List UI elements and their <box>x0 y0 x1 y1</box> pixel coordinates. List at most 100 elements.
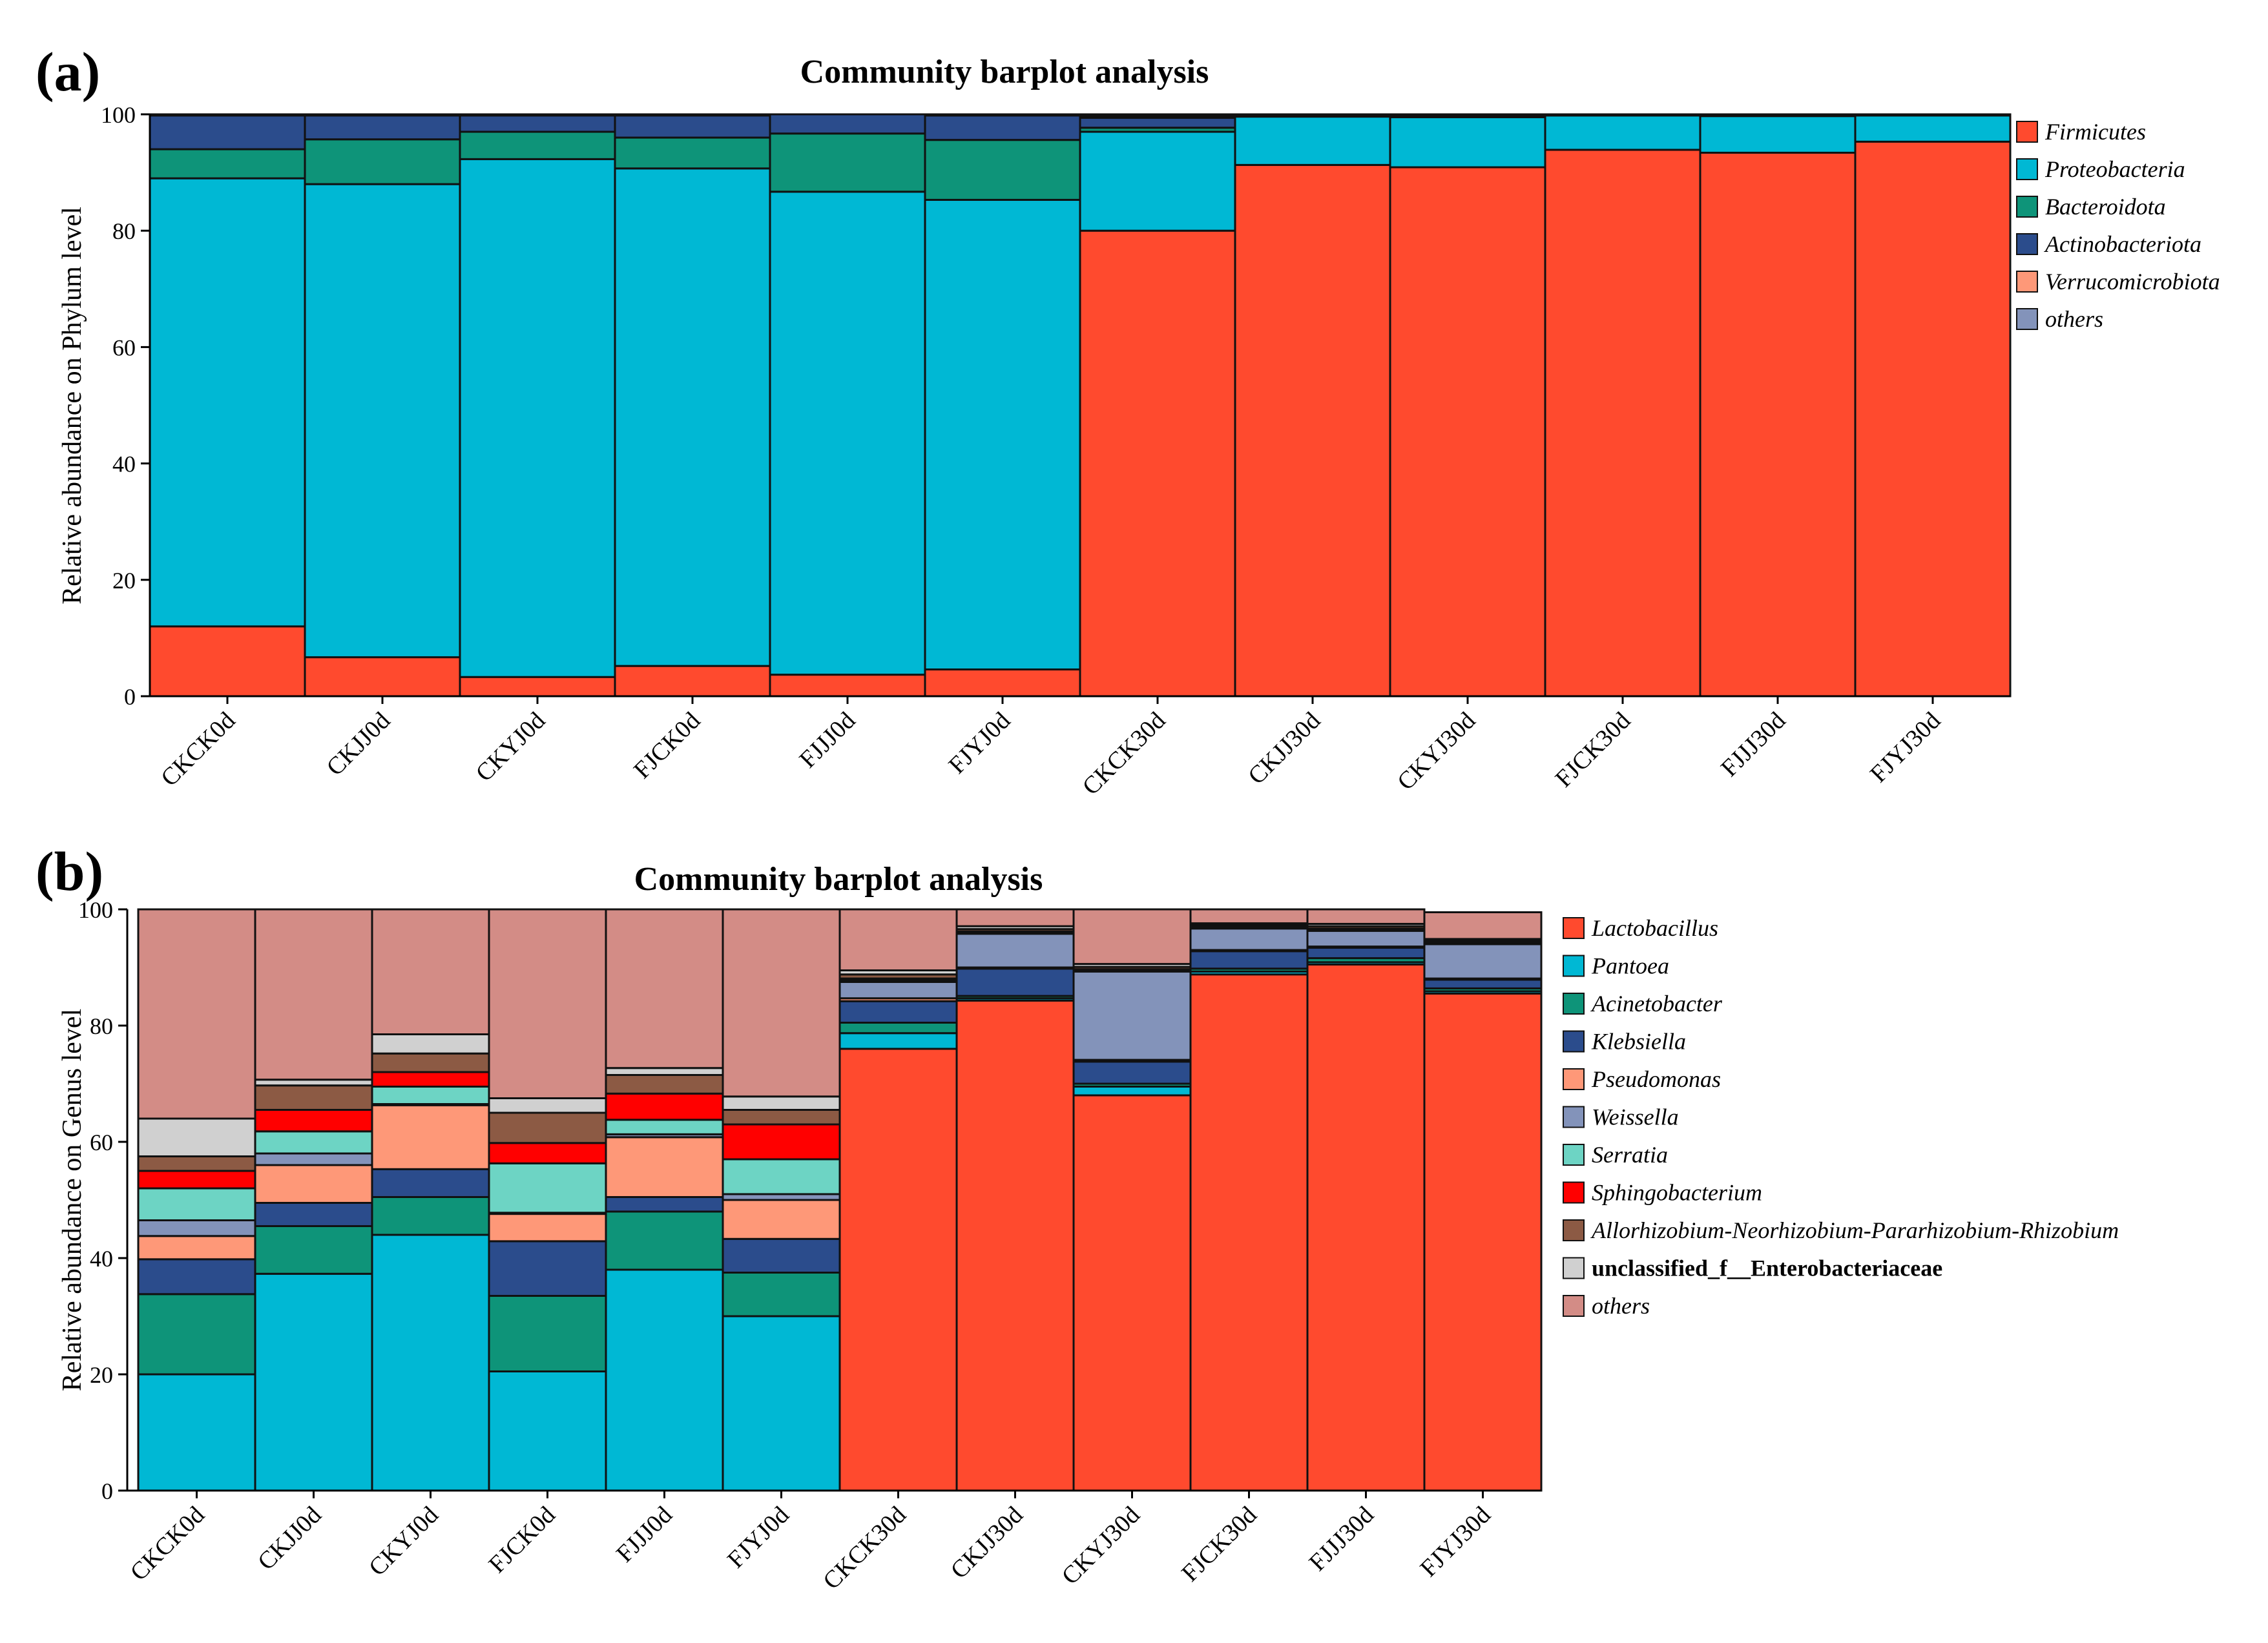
panel-b-bar-segment <box>488 1111 607 1144</box>
panel-a-legend-item[interactable]: Verrucomicrobiota <box>2016 269 2220 294</box>
panel-a-bar-segment <box>769 674 926 698</box>
panel-a-bar-segment <box>1079 229 1236 698</box>
panel-b-legend-swatch <box>1563 1219 1585 1241</box>
panel-b-bar-segment <box>722 908 841 1098</box>
panel-b-bar-stack <box>137 908 256 1492</box>
panel-a-bar-stack <box>1079 113 1236 698</box>
panel-b-bar-segment <box>254 1084 373 1111</box>
panel-a-legend-item[interactable]: others <box>2016 306 2103 332</box>
panel-a-legend-label: Firmicutes <box>2044 119 2146 145</box>
panel-b-legend-item[interactable]: Acinetobacter <box>1563 991 1723 1017</box>
panel-b-legend-label: Serratia <box>1592 1142 1668 1168</box>
panel-b-legend-item[interactable]: Klebsiella <box>1563 1029 1686 1055</box>
panel-b-bar-segment <box>1072 1086 1192 1097</box>
panel-b-bar-stack <box>955 908 1075 1492</box>
panel-a-bar-segment <box>1699 115 1857 154</box>
panel-a-bar-stack <box>614 113 771 698</box>
panel-b-bar-segment <box>254 1109 373 1133</box>
panel-b-legend-label: others <box>1592 1293 1650 1319</box>
panel-a-legend-label: others <box>2045 306 2103 332</box>
panel-b-bar-segment <box>722 1158 841 1195</box>
panel-a-bar-segment <box>1389 113 1546 117</box>
panel-a-legend-item[interactable]: Actinobacteriota <box>2016 231 2201 257</box>
panel-b-bar-segment <box>1189 950 1309 970</box>
panel-a-bar-segment <box>614 114 771 139</box>
panel-b-bar-segment <box>1072 1060 1192 1085</box>
panel-b-bar-segment <box>371 1196 490 1236</box>
panel-a-legend-item[interactable]: Proteobacteria <box>2016 156 2185 182</box>
panel-a-bar-segment <box>304 114 461 141</box>
panel-a-y-tick-label: 100 <box>101 102 136 128</box>
panel-b-label: (b) <box>36 840 103 902</box>
panel-b-legend-item[interactable]: unclassified_f__Enterobacteriaceae <box>1563 1256 1942 1281</box>
panel-a-bar-segment <box>1854 140 2012 698</box>
panel-b-title: Community barplot analysis <box>634 861 1043 898</box>
panel-a-bar-stack <box>1234 113 1391 698</box>
panel-b-bar-segment <box>371 1168 490 1199</box>
panel-b-bar-stack <box>605 908 724 1492</box>
panel-b-bar-stack <box>371 908 490 1492</box>
panel-a-bar-segment <box>924 113 1081 116</box>
panel-b-y-tick-label: 40 <box>90 1246 113 1272</box>
panel-b-legend-swatch <box>1563 1030 1585 1053</box>
panel-b-bar-segment <box>371 1086 490 1105</box>
panel-a-bar-segment <box>1544 113 1701 116</box>
panel-a-legend-item[interactable]: Firmicutes <box>2016 119 2146 145</box>
panel-b-legend[interactable]: Lactobacillus Pantoea Acinetobacter Klebsie… <box>1563 915 2119 1319</box>
panel-b-legend-item[interactable]: Serratia <box>1563 1142 1668 1168</box>
panel-a-bar-stack <box>1389 113 1546 698</box>
panel-b-legend-item[interactable]: others <box>1563 1293 1650 1319</box>
panel-b-bar-segment <box>605 1067 724 1076</box>
panel-a-legend-swatch <box>2016 158 2038 180</box>
panel-b-bar-stack <box>1189 908 1309 1492</box>
panel-b-bar-segment <box>371 1234 490 1492</box>
panel-b-bar-segment <box>1423 993 1543 1492</box>
panel-b-legend-label: Pantoea <box>1591 953 1669 979</box>
panel-a-bar-segment <box>1389 166 1546 698</box>
panel-a-bars <box>149 113 2012 698</box>
panel-a-bar-segment <box>769 113 926 135</box>
panel-b-legend-item[interactable]: Allorhizobium-Neorhizobium-Pararhizobium… <box>1563 1217 2119 1243</box>
panel-a-bar-segment <box>769 191 926 676</box>
panel-b-bar-segment <box>137 1219 256 1237</box>
panel-b-y-tick-label: 20 <box>90 1362 113 1388</box>
panel-b-bar-segment <box>1306 946 1426 960</box>
panel-b-bar-segment <box>838 1032 958 1050</box>
panel-a-legend[interactable]: Firmicutes Proteobacteria Bacteroidota Acti… <box>2016 119 2220 332</box>
panel-a-bar-segment <box>614 136 771 170</box>
panel-b-legend-item[interactable]: Pseudomonas <box>1563 1066 1721 1092</box>
panel-b-y-tick-label: 60 <box>90 1130 113 1155</box>
panel-a-y-tick-label: 40 <box>112 451 136 477</box>
panel-a-bar-segment <box>304 656 461 698</box>
panel-a-y-tick-label: 80 <box>112 218 136 244</box>
panel-b-bar-segment <box>254 1130 373 1155</box>
panel-b-bar-segment <box>838 1022 958 1035</box>
panel-b-bar-segment <box>137 908 256 1120</box>
panel-b-legend-swatch <box>1563 1181 1585 1204</box>
panel-b-legend-item[interactable]: Pantoea <box>1563 953 1669 979</box>
panel-a-legend-item[interactable]: Bacteroidota <box>2016 194 2166 220</box>
panel-b-bar-segment <box>1306 929 1426 948</box>
panel-a-bar-segment <box>1699 151 1857 698</box>
panel-b-legend-item[interactable]: Lactobacillus <box>1563 915 1718 941</box>
panel-b-bar-segment <box>254 1202 373 1227</box>
panel-b-bar-segment <box>254 908 373 1081</box>
panel-a-bar-segment <box>1544 114 1701 151</box>
panel-b-legend-item[interactable]: Sphingobacterium <box>1563 1180 1762 1206</box>
panel-a-bar-segment <box>459 130 616 160</box>
panel-b-legend-swatch <box>1563 1257 1585 1279</box>
panel-a-bar-segment <box>1854 113 2012 116</box>
panel-a-bar-segment <box>149 625 306 698</box>
panel-b-bar-segment <box>605 1196 724 1213</box>
panel-b-bar-segment <box>488 1240 607 1297</box>
panel-b-bar-segment <box>955 999 1075 1492</box>
panel-b-legend-label: Lactobacillus <box>1591 915 1718 941</box>
panel-b-legend-item[interactable]: Weissella <box>1563 1104 1679 1130</box>
panel-b-bar-segment <box>838 1000 958 1024</box>
panel-b-bar-segment <box>371 1033 490 1055</box>
panel-b-bar-segment <box>1423 978 1543 989</box>
panel-b-bar-segment <box>722 1123 841 1161</box>
panel-a-bar-segment <box>1079 130 1236 232</box>
panel-b-legend-swatch <box>1563 1295 1585 1317</box>
panel-a-bar-segment <box>1234 163 1391 698</box>
